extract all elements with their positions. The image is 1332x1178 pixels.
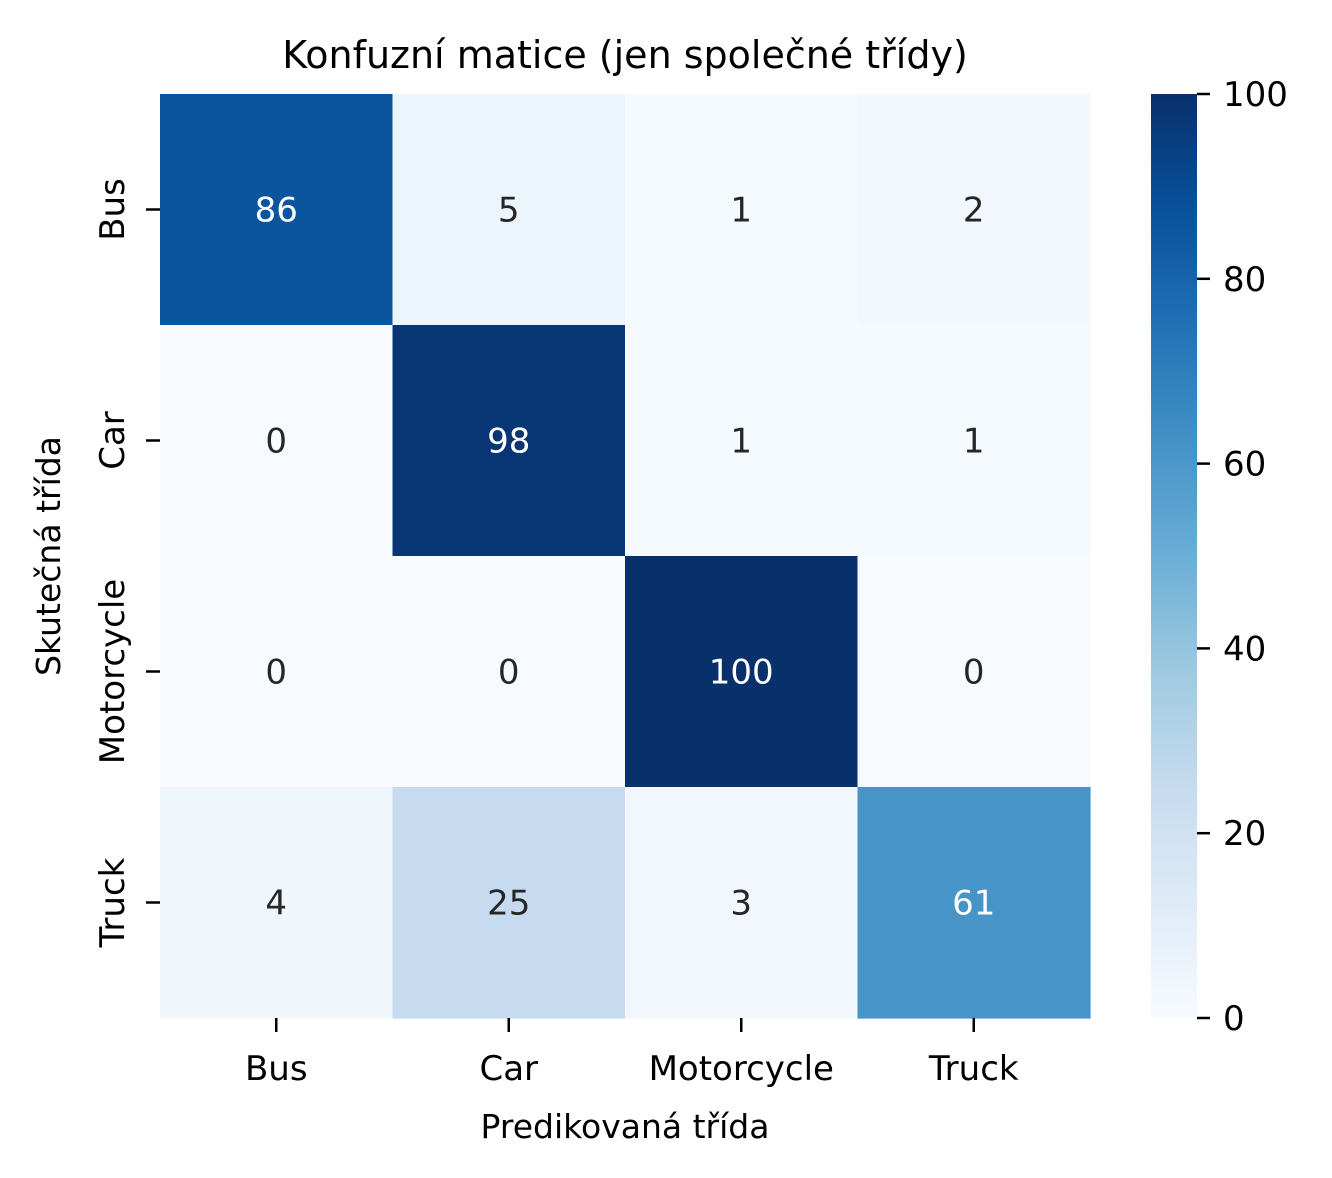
x-tick-label: Car [479,1049,538,1089]
y-tick-label: Motorcycle [93,579,133,764]
colorbar-tick-label: 0 [1223,999,1245,1039]
y-tick-label: Truck [93,857,133,948]
heatmap-cell [857,556,1091,788]
y-axis-ticks: Bus Car Motorcycle Truck [93,178,160,948]
cell-value-label: 86 [255,191,298,231]
cell-value-label: 3 [730,884,752,924]
colorbar-tick-label: 80 [1223,260,1266,300]
heatmap-cell [625,787,859,1019]
x-tick-label: Truck [928,1049,1019,1089]
heatmap-cell [625,325,859,557]
heatmap-cell [160,556,394,788]
colorbar-gradient [1151,94,1197,1018]
cell-value-label: 5 [498,191,520,231]
heatmap-cell [857,94,1091,326]
heatmap-cell [392,325,626,557]
heatmap-cell [160,94,394,326]
cell-value-label: 61 [952,884,995,924]
x-tick-label: Motorcycle [649,1049,834,1089]
heatmap-cell [160,325,394,557]
cell-value-label: 4 [265,884,287,924]
heatmap-cell [625,556,859,788]
heatmap-cell [392,787,626,1019]
x-axis-label: Predikovaná třída [481,1107,770,1146]
cell-value-label: 100 [709,653,774,693]
x-axis-ticks: Bus Car Motorcycle Truck [245,1018,1019,1089]
heatmap-cell [857,325,1091,557]
heatmap-cell [392,556,626,788]
cell-value-label: 0 [265,653,287,693]
cell-value-label: 0 [963,653,985,693]
cell-value-label: 98 [487,422,530,462]
heatmap-cells: 86 5 1 20 98 1 10 0 100 04 25 3 61 [160,94,1091,1019]
colorbar-tick-label: 40 [1223,629,1266,669]
colorbar-tick-label: 20 [1223,814,1266,854]
y-tick-label: Car [93,411,133,470]
cell-value-label: 1 [730,191,752,231]
cell-value-label: 25 [487,884,530,924]
heatmap-cell [625,94,859,326]
colorbar-tick-label: 60 [1223,445,1266,485]
heatmap-cell [392,94,626,326]
chart-title: Konfuzní matice (jen společné třídy) [282,33,968,77]
cell-value-label: 2 [963,191,985,231]
colorbar-tick-label: 100 [1223,75,1288,115]
colorbar: 0 20 40 60 80 100 [1151,75,1288,1039]
heatmap-cell [857,787,1091,1019]
x-tick-label: Bus [245,1049,308,1089]
y-axis-label: Skutečná třída [29,436,68,676]
y-tick-label: Bus [93,178,133,241]
heatmap-cell [160,787,394,1019]
cell-value-label: 1 [963,422,985,462]
cell-value-label: 0 [498,653,520,693]
cell-value-label: 1 [730,422,752,462]
cell-value-label: 0 [265,422,287,462]
